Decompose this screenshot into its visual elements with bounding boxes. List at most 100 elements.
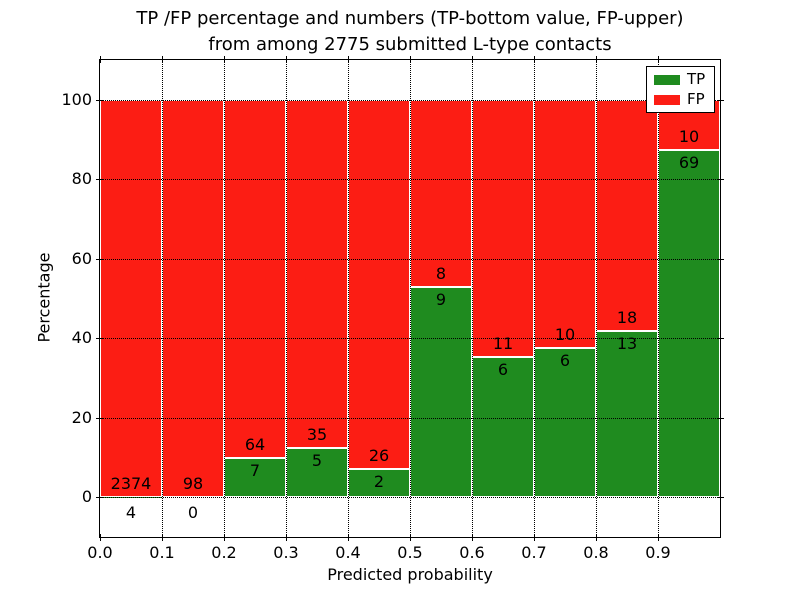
tp-count-label: 9: [435, 289, 447, 309]
x-tick-mark-top: [410, 56, 411, 63]
y-tick-label: 80: [71, 169, 92, 189]
legend-entry-fp: FP: [647, 92, 714, 107]
y-tick-mark: [96, 258, 103, 260]
bar-tp-segment: [658, 150, 720, 498]
x-tick-mark: [534, 534, 535, 541]
y-tick-mark-right: [717, 179, 724, 181]
gridline-horizontal: [100, 338, 720, 340]
tp-swatch-icon: [654, 74, 680, 85]
chart-title-line1: TP /FP percentage and numbers (TP-bottom…: [136, 8, 684, 29]
legend-entry-tp: TP: [647, 72, 714, 87]
bar-tp-segment: [348, 468, 410, 498]
gridline-vertical: [286, 60, 287, 537]
y-tick-label: 40: [71, 328, 92, 348]
y-tick-mark: [96, 99, 103, 101]
legend-label-tp: TP: [687, 70, 706, 88]
gridline-horizontal: [100, 417, 720, 419]
gridline-horizontal: [100, 99, 720, 101]
gridline-horizontal: [100, 497, 720, 499]
gridline-vertical: [224, 60, 225, 537]
bar-fp-segment: [472, 99, 534, 357]
fp-count-label: 26: [368, 445, 390, 465]
bar-fp-segment: [348, 99, 410, 469]
chart-title: TP /FP percentage and numbers (TP-bottom…: [100, 6, 720, 58]
x-tick-mark-top: [534, 56, 535, 63]
x-tick-mark: [286, 534, 287, 541]
fp-count-label: 8: [435, 263, 447, 283]
fp-count-label: 2374: [110, 473, 152, 493]
y-tick-mark-right: [717, 258, 724, 260]
x-tick-label: 0.7: [521, 543, 547, 562]
x-tick-mark: [348, 534, 349, 541]
chart-title-line2: from among 2775 submitted L-type contact…: [208, 34, 612, 55]
tp-count-label: 6: [497, 359, 509, 379]
legend-label-fp: FP: [687, 90, 705, 108]
x-axis-label: Predicted probability: [327, 565, 493, 584]
x-tick-mark-top: [224, 56, 225, 63]
y-tick-mark-right: [717, 417, 724, 419]
y-axis-label: Percentage: [34, 252, 54, 343]
x-tick-mark: [596, 534, 597, 541]
x-tick-mark-top: [596, 56, 597, 63]
gridline-vertical: [596, 60, 597, 537]
fp-count-label: 10: [678, 127, 700, 147]
gridline-vertical: [534, 60, 535, 537]
x-tick-mark: [472, 534, 473, 541]
x-tick-mark: [224, 534, 225, 541]
x-tick-label: 0.4: [335, 543, 361, 562]
x-tick-label: 0.8: [583, 543, 609, 562]
bar-fp-segment: [596, 99, 658, 331]
x-tick-mark-top: [658, 56, 659, 63]
plot-area: 2374 4 98 0 64 7 35 5 26 2 8 9 11 6 10 6 18 13 10 69: [100, 60, 720, 537]
gridline-vertical: [162, 60, 163, 537]
fp-count-label: 35: [306, 424, 328, 444]
x-tick-label: 0.2: [211, 543, 237, 562]
y-tick-label: 100: [61, 89, 92, 109]
bar-tp-segment: [596, 330, 658, 498]
x-tick-mark-top: [286, 56, 287, 63]
y-tick-mark-right: [717, 497, 724, 499]
fp-count-label: 98: [182, 474, 204, 494]
x-tick-mark: [658, 534, 659, 541]
y-tick-mark-right: [717, 99, 724, 101]
fp-count-label: 10: [554, 325, 576, 345]
bar-fp-segment: [286, 99, 348, 448]
legend: TP FP: [646, 66, 715, 113]
fp-count-label: 18: [616, 307, 638, 327]
y-tick-label: 60: [71, 248, 92, 268]
y-tick-label: 0: [81, 487, 92, 507]
y-tick-mark: [96, 417, 103, 419]
y-tick-mark: [96, 497, 103, 499]
bar-tp-segment: [410, 286, 472, 498]
bar-fp-segment: [534, 99, 596, 349]
x-tick-mark-top: [348, 56, 349, 63]
x-tick-label: 0.9: [645, 543, 671, 562]
tp-count-label: 5: [311, 450, 323, 470]
x-tick-mark-top: [162, 56, 163, 63]
bar-fp-segment: [224, 99, 286, 459]
x-tick-label: 0.0: [87, 543, 113, 562]
y-tick-mark-right: [717, 338, 724, 340]
x-tick-mark: [162, 534, 163, 541]
bar-fp-segment: [162, 99, 224, 498]
x-tick-mark-top: [100, 56, 101, 63]
y-tick-label: 20: [71, 407, 92, 427]
bar-tp-segment: [534, 348, 596, 498]
tp-count-label: 69: [678, 153, 700, 173]
gridline-vertical: [410, 60, 411, 537]
bar-fp-segment: [100, 99, 162, 497]
gridline-horizontal: [100, 179, 720, 181]
fp-count-label: 64: [244, 435, 266, 455]
x-tick-label: 0.1: [149, 543, 175, 562]
gridline-vertical: [348, 60, 349, 537]
x-tick-mark: [410, 534, 411, 541]
bar-tp-segment: [100, 496, 162, 498]
tp-count-label: 0: [187, 503, 199, 523]
x-tick-mark-top: [472, 56, 473, 63]
gridline-vertical: [658, 60, 659, 537]
x-tick-label: 0.3: [273, 543, 299, 562]
tp-count-label: 2: [373, 471, 385, 491]
tp-count-label: 13: [616, 333, 638, 353]
tp-count-label: 6: [559, 351, 571, 371]
